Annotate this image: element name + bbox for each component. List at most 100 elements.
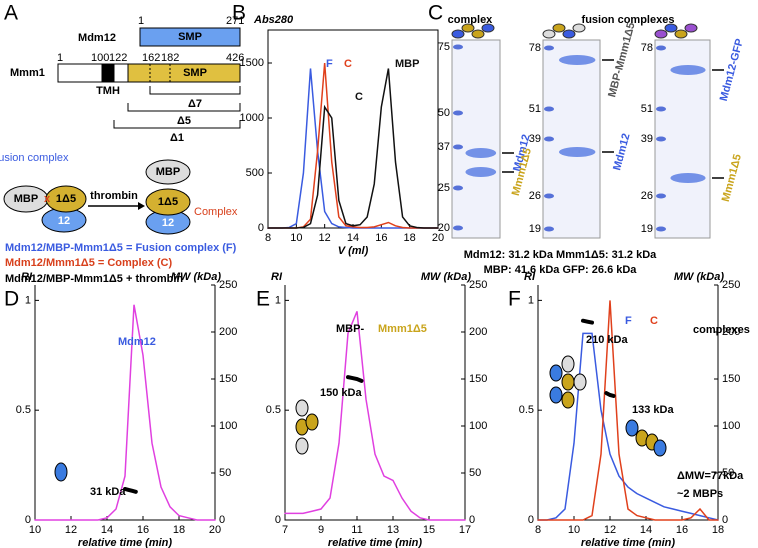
- protein-name: Mdm12: [78, 32, 116, 44]
- x-tick-label: 20: [209, 524, 221, 536]
- tmh-box: [101, 63, 115, 83]
- x-tick-label: 20: [432, 232, 444, 244]
- protein-band: [558, 55, 596, 65]
- ladder-label: 39: [529, 133, 541, 145]
- x-tick-label: 12: [319, 232, 331, 244]
- construct-label: Δ5: [177, 115, 191, 127]
- y-tick-label: 0: [275, 514, 281, 526]
- y-tick-label: 0.5: [266, 404, 281, 416]
- annotation: ~2 MBPs: [677, 488, 723, 500]
- protein-icon: [552, 23, 566, 33]
- y-tick-label: 1000: [240, 112, 264, 124]
- axes: [537, 285, 719, 521]
- ladder-label: 19: [641, 223, 653, 235]
- construct-bracket: [113, 120, 241, 129]
- protein-name: Mmm1: [10, 67, 45, 79]
- ladder-label: 78: [529, 42, 541, 54]
- y2-tick-label: 150: [469, 373, 487, 385]
- y-axis-label: RI: [271, 271, 283, 283]
- protein-icon: [549, 364, 563, 382]
- ladder-band: [656, 136, 666, 142]
- panel-a: 1 271 Mdm12 SMP Mmm1 1 100 122 162 182 4…: [0, 15, 244, 285]
- y2-axis-label: MW (kDa): [674, 271, 724, 283]
- axes: [34, 285, 216, 521]
- x-tick-label: 11: [351, 524, 362, 536]
- protein-icon: [573, 373, 587, 391]
- y2-tick-label: 150: [722, 373, 740, 385]
- annotation: C: [355, 91, 363, 103]
- y2-tick-label: 250: [722, 279, 740, 291]
- y2-tick-label: 200: [219, 326, 237, 338]
- x-tick-label: 9: [318, 524, 324, 536]
- x-tick-label: 12: [65, 524, 77, 536]
- mw-trace: [604, 391, 616, 398]
- annotation: 133 kDa: [632, 404, 674, 416]
- protein-icon: [674, 29, 688, 39]
- x-tick-label: 16: [137, 524, 149, 536]
- annotation: 31 kDa: [90, 486, 126, 498]
- protein-icon: [471, 29, 485, 39]
- ladder-band: [544, 193, 554, 199]
- protein-icon: [542, 29, 556, 39]
- tmh-label: TMH: [96, 85, 120, 97]
- residue: 1: [57, 52, 63, 64]
- trace: [267, 68, 439, 229]
- construct-label: Δ7: [188, 98, 202, 110]
- protein-icon: [451, 29, 465, 39]
- mw-trace: [581, 318, 594, 325]
- domain-box: [57, 63, 103, 83]
- mdm12-label: 12: [162, 217, 174, 229]
- ladder-band: [453, 225, 463, 231]
- ladder-band: [656, 193, 666, 199]
- band-label: Mdm12: [611, 132, 632, 172]
- x-axis-label: relative time (min): [328, 537, 422, 548]
- residue: 1: [138, 15, 144, 27]
- x-tick-label: 10: [290, 232, 302, 244]
- ladder-band: [544, 45, 554, 51]
- y2-tick-label: 100: [219, 420, 237, 432]
- series-label: F: [625, 315, 632, 327]
- axes: [284, 285, 466, 521]
- smp-domain: [139, 27, 241, 47]
- residue: 162: [142, 52, 160, 64]
- arrow-head: [138, 202, 145, 210]
- x-tick-label: 16: [375, 232, 387, 244]
- panel-label: B: [232, 2, 246, 25]
- panel-label: F: [508, 288, 521, 311]
- ladder-label: 51: [641, 103, 653, 115]
- mbp-shape: [145, 159, 191, 185]
- domain-label: SMP: [183, 67, 207, 79]
- x-tick-label: 18: [173, 524, 185, 536]
- annotation: ΔMW=77kDa: [677, 470, 744, 482]
- x-tick-label: 14: [640, 524, 652, 536]
- protein-icon: [461, 23, 475, 33]
- legend-text: Mdm12/Mmm1Δ5 = Complex (C): [5, 257, 172, 269]
- x-tick-label: 14: [101, 524, 113, 536]
- y-axis-label: RI: [524, 271, 536, 283]
- gel-note: MBP: 41.6 kDa GFP: 26.6 kDa: [484, 264, 638, 276]
- cut-mark: x: [44, 193, 51, 205]
- x-tick-label: 14: [347, 232, 359, 244]
- construct-label: Δ1: [170, 132, 184, 144]
- x-axis-label: relative time (min): [581, 537, 675, 548]
- protein-icon: [664, 23, 678, 33]
- ladder-band: [544, 226, 554, 232]
- mmm1-shape: [145, 188, 191, 216]
- domain-box: [113, 63, 129, 83]
- annotation: MBP-: [336, 323, 364, 335]
- mw-trace: [346, 375, 364, 383]
- x-tick-label: 16: [676, 524, 688, 536]
- mmm1-shape: [45, 185, 87, 213]
- ladder-band: [453, 144, 463, 150]
- x-tick-label: 17: [459, 524, 471, 536]
- protein-band: [670, 173, 706, 183]
- legend-text: Mdm12/MBP-Mmm1Δ5 = Fusion complex (F): [5, 242, 237, 254]
- y-tick-label: 1500: [240, 57, 264, 69]
- residue: 100: [91, 52, 109, 64]
- x-tick-label: 8: [535, 524, 541, 536]
- residue: 182: [161, 52, 179, 64]
- ladder-band: [453, 185, 463, 191]
- domain-label: SMP: [178, 31, 202, 43]
- gel-note: Mdm12: 31.2 kDa Mmm1Δ5: 31.2 kDa: [464, 249, 657, 261]
- series-label: C: [344, 58, 352, 70]
